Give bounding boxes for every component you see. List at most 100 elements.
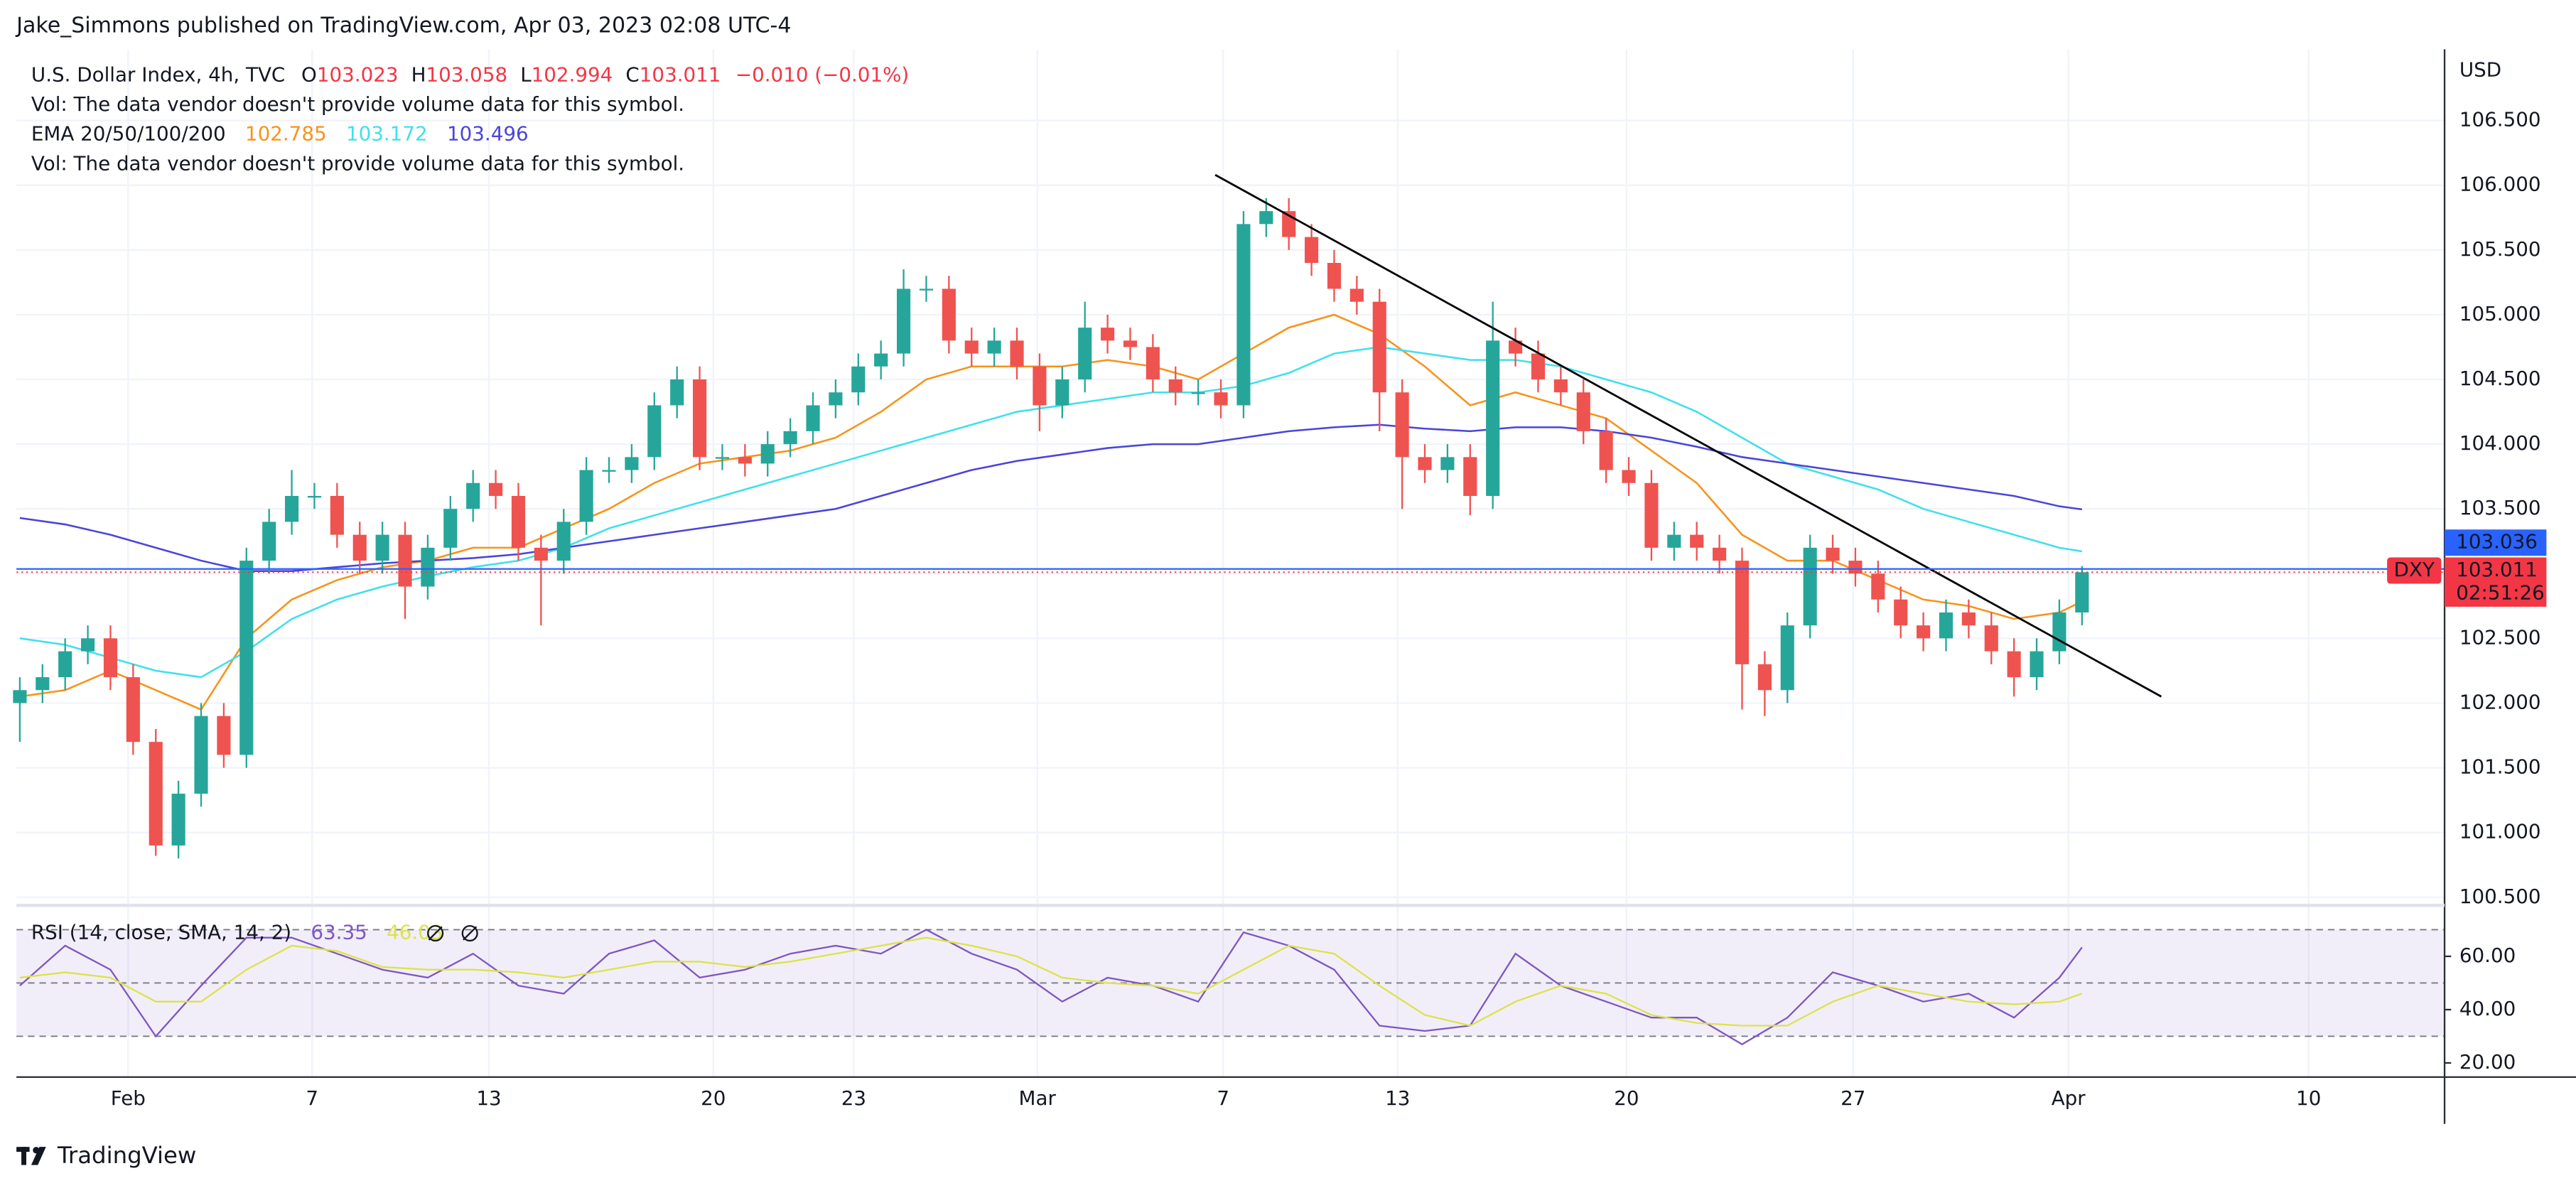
candle-body [1418,457,1432,470]
volume-note: Vol: The data vendor doesn't provide vol… [31,151,684,175]
x-tick-label: 20 [1614,1086,1639,1110]
candle-body [783,431,797,445]
rsi-line [19,936,2083,1027]
candle-body [1917,625,1931,639]
candle-body [670,379,684,406]
candle-body [1713,547,1727,561]
candle-body [1531,353,1546,379]
candle-body [1033,366,1047,406]
candle-body [1440,457,1455,470]
y-tick-label: 100.500 [2459,885,2541,908]
symbol-label: DXY [2394,558,2435,581]
candle-body [81,638,95,652]
ohlc-value: 102.994 [532,63,613,86]
candle-body [1826,547,1840,561]
candle-body [239,561,254,755]
candle-body [2030,651,2044,678]
candle-body [194,716,208,794]
volume-note: Vol: The data vendor doesn't provide vol… [31,92,684,116]
candle-body [1146,347,1160,379]
candle-body [398,534,412,587]
y-tick-label: 101.500 [2459,755,2541,779]
x-tick-label: 7 [306,1086,318,1110]
candle-body [1191,392,1205,394]
symbol-box [2387,557,2442,584]
candle-body [1622,470,1636,483]
candle-body [647,405,662,458]
candle-body [579,470,593,522]
candle-body [942,288,956,341]
ohlc-key: C [625,63,639,86]
last-price-box [2445,557,2547,607]
candle-body [2052,612,2066,652]
rsi-legend: RSI (14, close, SMA, 14, 2) 63.35 46.03 [31,921,443,944]
symbol-legend: U.S. Dollar Index, 4h, TVC O103.023 H103… [31,63,909,86]
candle-body [1168,379,1182,393]
y-tick-label: 101.000 [2459,820,2541,843]
ema-title: EMA 20/50/100/200 [31,122,226,146]
candle-body [466,482,480,509]
candle-body [1010,340,1024,367]
ema-line [19,313,2083,711]
rsi-line [19,929,2083,1046]
candle-body [36,677,50,691]
x-tick-label: 20 [701,1086,726,1110]
candle-body [375,534,389,561]
candle-body [1214,392,1228,406]
candle-body [443,509,458,548]
y-tick-label: 40.00 [2459,997,2516,1020]
candle-body [1599,431,1613,470]
currency: USD [2459,58,2501,81]
candle-body [715,457,730,459]
candle-body [1395,392,1409,458]
candle-body [897,288,911,354]
candle-body [1259,211,1273,225]
y-tick-label: 20.00 [2459,1050,2516,1074]
candle-body [602,470,616,472]
y-tick-label: 60.00 [2459,944,2516,967]
x-tick-label: 13 [1385,1086,1410,1110]
ohlc-value: 103.023 [317,63,399,86]
candle-body [625,457,639,470]
hidden-icons [427,924,478,942]
candle-body [330,495,344,535]
candle-body [1327,263,1342,289]
candle-body [149,742,163,846]
candle-body [1984,625,1998,652]
legend-change: −0.010 (−0.01%) [735,63,909,86]
candle-body [13,690,27,703]
candle-body [1894,599,1908,626]
icon [463,926,478,941]
x-tick-label: 13 [476,1086,501,1110]
candle-body [874,353,888,367]
logo-shape [21,1147,26,1165]
x-tick-label: 7 [1217,1086,1229,1110]
price-line-label: 103.036 [2456,530,2538,554]
ohlc-value: 103.011 [640,63,721,86]
candle-body [262,522,276,561]
ema-value: 102.785 [245,122,327,146]
x-tick-label: 10 [2296,1086,2321,1110]
trendline [1214,173,2162,698]
candle-body [352,534,367,561]
axes: Feb 7 13 20 23 Mar 7 13 20 27 Apr 10 100.500 101.000 1… [111,108,2547,1110]
icon [428,926,443,941]
candle-body [693,379,707,458]
candle-body [1463,457,1477,496]
y-tick-label: 104.500 [2459,367,2541,390]
y-tick-label: 105.500 [2459,237,2541,261]
candle-body [1101,328,1115,341]
tradingview-logo [16,1147,46,1165]
y-tick-label: 104.000 [2459,431,2541,455]
candle-body [1757,664,1772,691]
candle-body [1236,224,1251,406]
legend-title: U.S. Dollar Index, 4h, TVC [31,63,285,86]
y-tick-label: 102.500 [2459,625,2541,649]
candle-body [919,288,934,291]
y-tick-label: 105.000 [2459,302,2541,325]
candle-body [964,340,979,354]
candle-body [1644,482,1659,548]
